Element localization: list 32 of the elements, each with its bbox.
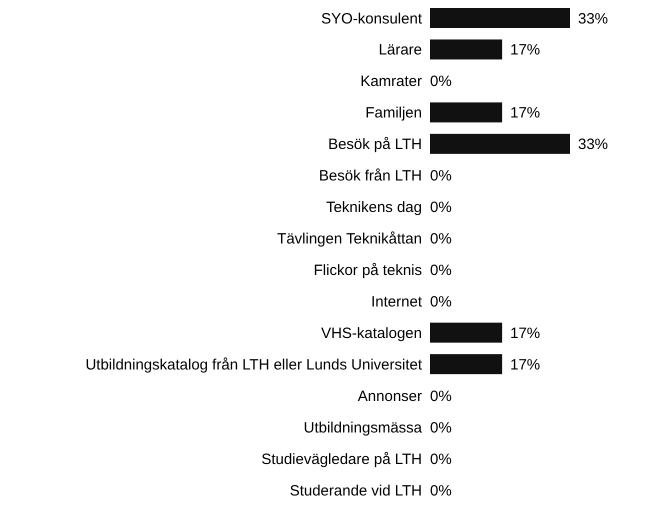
data-label: 17% bbox=[510, 324, 540, 342]
y-tick-label: Familjen bbox=[365, 104, 422, 122]
y-tick-label: Studievägledare på LTH bbox=[261, 450, 422, 468]
y-tick-label: Teknikens dag bbox=[326, 199, 422, 216]
y-tick-label: VHS-katalogen bbox=[321, 324, 422, 342]
data-label: 0% bbox=[430, 293, 452, 310]
data-label: 17% bbox=[510, 42, 540, 59]
y-tick-label: Besök på LTH bbox=[328, 136, 422, 154]
data-label: 17% bbox=[510, 356, 540, 374]
data-label: 0% bbox=[430, 262, 452, 279]
y-tick-label: Annonser bbox=[358, 388, 422, 405]
data-label: 0% bbox=[430, 230, 452, 248]
y-tick-label: Studerande vid LTH bbox=[290, 482, 422, 500]
data-label: 17% bbox=[510, 104, 540, 122]
data-label: 0% bbox=[430, 168, 452, 185]
data-label: 0% bbox=[430, 482, 452, 500]
y-tick-label: Flickor på teknis bbox=[314, 262, 422, 279]
data-label: 33% bbox=[578, 10, 608, 28]
y-tick-label: Tävlingen Teknikåttan bbox=[277, 230, 422, 248]
y-tick-label: Besök från LTH bbox=[318, 168, 422, 185]
y-tick-label: Lärare bbox=[378, 42, 422, 59]
y-tick-label: Utbildningsmässa bbox=[304, 419, 423, 436]
y-tick-label: Kamrater bbox=[360, 73, 422, 90]
y-tick-label: SYO-konsulent bbox=[321, 10, 423, 28]
data-label: 0% bbox=[430, 73, 452, 90]
data-label: 0% bbox=[430, 419, 452, 436]
y-tick-label: Internet bbox=[371, 293, 423, 310]
data-label: 0% bbox=[430, 199, 452, 216]
data-label: 33% bbox=[578, 136, 608, 154]
data-label: 0% bbox=[430, 388, 452, 405]
data-label: 0% bbox=[430, 450, 452, 468]
y-tick-label: Utbildningskatalog från LTH eller Lunds Universitet bbox=[85, 356, 423, 374]
